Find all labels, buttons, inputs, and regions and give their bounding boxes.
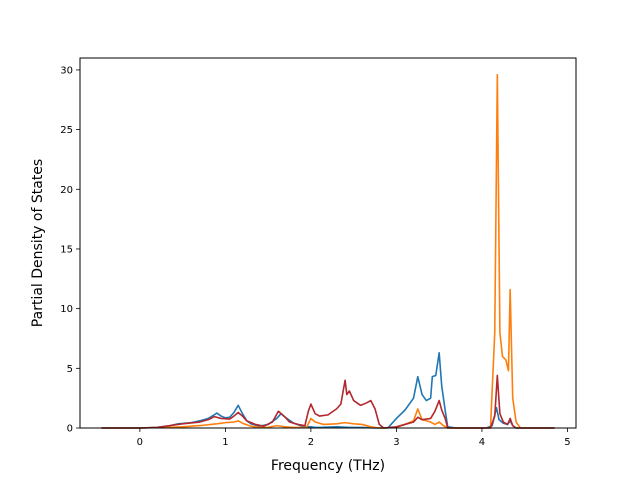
x-tick-label: 4 xyxy=(479,437,485,448)
y-tick-label: 10 xyxy=(60,304,73,315)
y-axis-label: Partial Density of States xyxy=(30,159,46,327)
x-tick-label: 1 xyxy=(222,437,228,448)
x-axis-ticks: 0 1 2 3 4 5 xyxy=(137,428,571,448)
x-tick-label: 0 xyxy=(137,437,143,448)
y-tick-label: 25 xyxy=(60,125,73,136)
series-line-2 xyxy=(101,73,555,429)
axes-frame xyxy=(79,57,577,429)
x-axis-label: Frequency (THz) xyxy=(271,458,385,474)
x-tick-label: 5 xyxy=(564,437,570,448)
y-tick-label: 20 xyxy=(60,185,73,196)
y-axis-ticks: 0 5 10 15 20 25 30 xyxy=(60,65,80,435)
x-tick-label: 2 xyxy=(308,437,314,448)
y-tick-label: 0 xyxy=(67,424,73,435)
x-tick-label: 3 xyxy=(393,437,399,448)
y-tick-label: 5 xyxy=(67,364,73,375)
y-tick-label: 15 xyxy=(60,244,73,255)
y-tick-label: 30 xyxy=(60,65,73,76)
